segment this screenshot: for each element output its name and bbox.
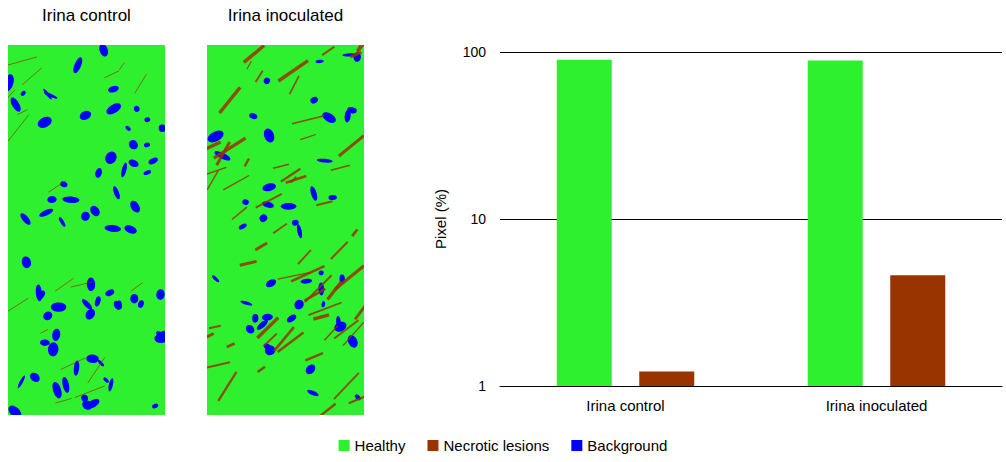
svg-text:Necrotic lesions: Necrotic lesions	[443, 437, 549, 454]
svg-text:Pixel (%): Pixel (%)	[432, 189, 449, 249]
svg-text:1: 1	[478, 378, 486, 394]
svg-text:Irina inoculated: Irina inoculated	[826, 397, 928, 414]
html-text:Irina control: Irina control	[42, 6, 131, 25]
svg-text:Healthy: Healthy	[355, 437, 406, 454]
svg-text:Background: Background	[587, 437, 667, 454]
svg-text:100: 100	[463, 44, 487, 60]
svg-text:Irina control: Irina control	[586, 397, 664, 414]
html-text:Irina inoculated: Irina inoculated	[227, 6, 344, 25]
svg-text:10: 10	[470, 211, 486, 227]
